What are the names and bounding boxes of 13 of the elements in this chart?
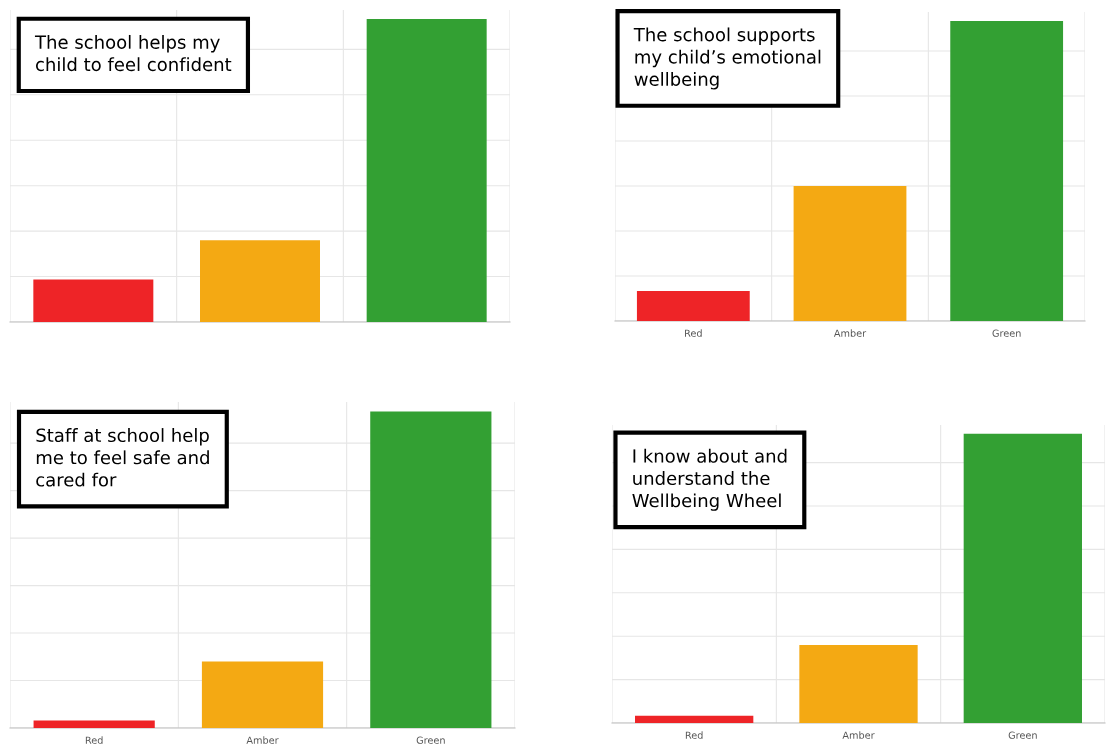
text: Staff at school help me to feel safe and cared for: [36, 428, 209, 487]
x-tick-label: Amber: [842, 731, 875, 739]
x-tick-label: Green: [1008, 731, 1037, 739]
x-tick-label: Red: [685, 731, 703, 739]
x-tick-label: Red: [85, 736, 103, 744]
text: The school helps my child to feel confident: [34, 34, 232, 72]
x-tick-label: Green: [992, 329, 1021, 337]
x-tick-label: Amber: [246, 736, 279, 744]
x-tick-label: Red: [685, 329, 702, 337]
x-tick-label: Amber: [833, 329, 867, 337]
text: The school supports my child’s emotional wellbeing: [633, 27, 821, 90]
x-tick-label: Green: [416, 736, 445, 744]
text: I know about and understand the Wellbeing Wheel: [632, 448, 787, 511]
